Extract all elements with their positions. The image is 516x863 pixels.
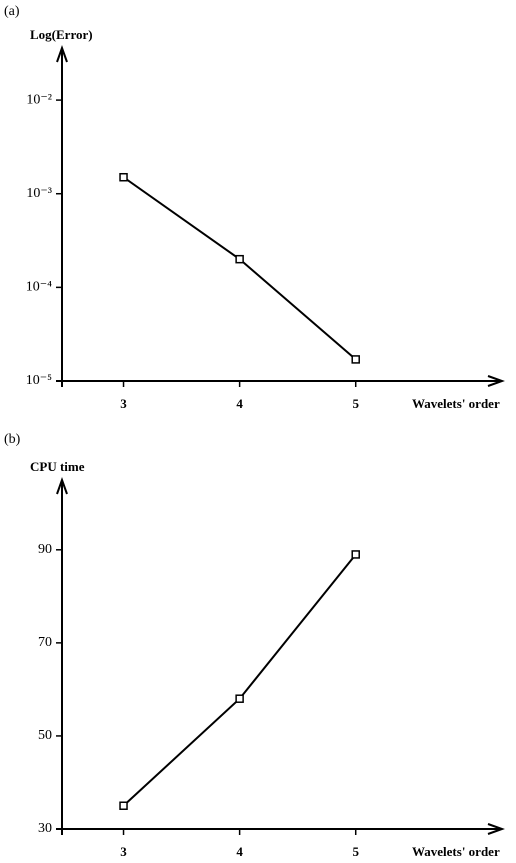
y-tick-label: 30 bbox=[38, 821, 52, 836]
y-tick-label: 10⁻⁵ bbox=[26, 373, 52, 388]
y-axis-label: CPU time bbox=[30, 459, 85, 474]
y-tick-label: 90 bbox=[38, 542, 52, 557]
x-arrow bbox=[487, 375, 505, 387]
data-point bbox=[351, 550, 360, 559]
data-line bbox=[122, 176, 357, 361]
x-axis-label: Wavelets' order bbox=[412, 844, 500, 859]
y-tick-label: 10⁻⁴ bbox=[26, 280, 52, 295]
x-axis-label: Wavelets' order bbox=[412, 396, 500, 411]
data-point bbox=[119, 172, 128, 182]
y-axis-label: Log(Error) bbox=[30, 27, 93, 42]
panel-title: (b) bbox=[4, 432, 21, 447]
y-arrow bbox=[56, 477, 68, 495]
x-arrow bbox=[487, 823, 505, 835]
x-tick-label: 5 bbox=[352, 844, 359, 859]
data-point bbox=[119, 801, 128, 810]
x-tick-label: 5 bbox=[352, 396, 359, 411]
panel-title: (a) bbox=[4, 4, 20, 19]
y-tick-label: 10⁻³ bbox=[26, 186, 52, 201]
x-tick-label: 4 bbox=[236, 844, 243, 859]
data-line bbox=[122, 553, 357, 807]
data-point bbox=[351, 355, 360, 364]
y-arrow bbox=[56, 45, 68, 63]
y-tick-label: 10⁻² bbox=[26, 92, 52, 107]
y-tick-label: 70 bbox=[38, 635, 52, 650]
x-tick-label: 4 bbox=[236, 396, 243, 411]
data-point bbox=[235, 694, 244, 703]
x-tick-label: 3 bbox=[120, 396, 127, 411]
x-tick-label: 3 bbox=[120, 844, 127, 859]
y-tick-label: 50 bbox=[38, 728, 52, 743]
data-point bbox=[235, 254, 244, 264]
